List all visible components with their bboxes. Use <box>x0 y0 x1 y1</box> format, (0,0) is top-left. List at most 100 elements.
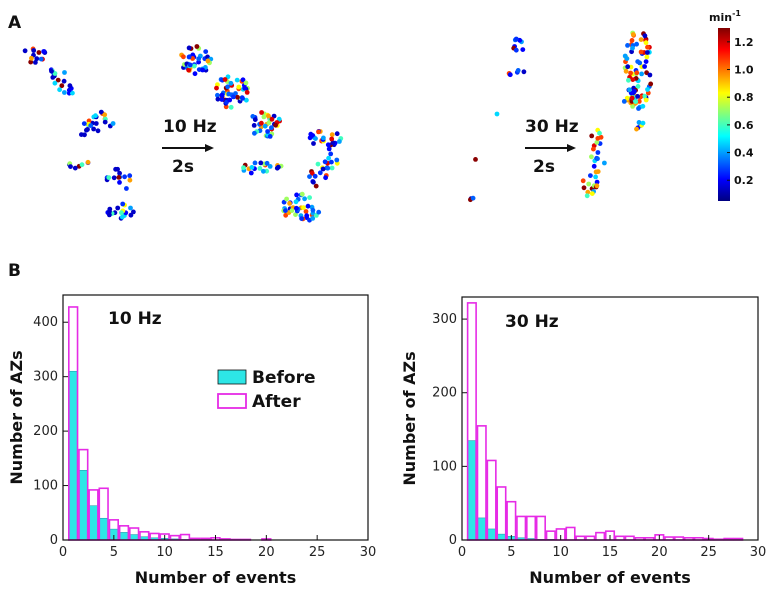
event-dot <box>622 53 628 59</box>
event-dot <box>228 104 234 110</box>
event-dot <box>321 135 326 141</box>
event-dot <box>66 87 72 93</box>
event-dot <box>33 60 38 65</box>
event-dot <box>264 160 270 166</box>
bar-before <box>477 517 487 541</box>
event-dot <box>627 87 632 93</box>
colorbar-tick-label: 0.6 <box>734 119 754 132</box>
event-dot <box>68 164 73 170</box>
event-dot <box>267 134 273 139</box>
event-dot <box>326 155 331 161</box>
event-dot <box>630 32 636 37</box>
event-dot <box>624 95 630 101</box>
event-dot <box>115 205 121 211</box>
event-dot <box>299 216 304 222</box>
event-dot <box>589 133 595 139</box>
event-dot <box>34 56 40 62</box>
event-dot <box>311 179 316 185</box>
bar-after <box>496 486 507 541</box>
event-dot <box>258 160 264 166</box>
event-dot <box>320 166 326 172</box>
event-dot <box>580 178 586 184</box>
event-dot <box>637 60 643 66</box>
legend-swatch-before <box>217 369 247 385</box>
event-dot <box>62 90 67 95</box>
event-dot <box>642 33 648 39</box>
event-dot <box>323 175 328 181</box>
event-dot <box>252 130 257 136</box>
event-dot <box>595 156 600 162</box>
event-dot <box>31 48 37 53</box>
event-dot <box>196 56 202 62</box>
event-dot <box>222 77 228 82</box>
event-dot <box>38 56 44 62</box>
bar-after <box>526 515 537 541</box>
event-dot <box>591 163 597 169</box>
event-dot <box>623 68 629 74</box>
bar-before <box>68 370 78 541</box>
event-dot <box>645 44 650 50</box>
event-dot <box>645 87 650 92</box>
event-dot <box>597 130 602 136</box>
event-dot <box>329 159 334 165</box>
x-tick-label: 25 <box>700 545 717 560</box>
colorbar-tick-label: 0.2 <box>734 174 754 187</box>
colorbar-ticks: 1.2 1.0 0.8 0.6 0.4 0.2 <box>727 36 754 187</box>
event-dot <box>330 140 336 146</box>
event-dot <box>128 212 134 218</box>
event-dot <box>515 68 521 73</box>
colorbar <box>718 28 730 201</box>
event-dot <box>589 154 594 160</box>
event-dot <box>269 116 275 122</box>
event-dot <box>329 132 335 138</box>
event-dot <box>589 191 595 197</box>
event-dot <box>642 93 647 99</box>
event-dot <box>128 205 133 211</box>
x-axis-label: Number of events <box>135 568 296 587</box>
event-dot <box>634 41 639 47</box>
event-dot <box>119 210 124 216</box>
event-dot <box>122 174 127 180</box>
event-dot <box>79 132 84 138</box>
x-tick-label: 0 <box>59 545 67 560</box>
event-dot <box>273 122 278 128</box>
colorbar-tick-label: 1.0 <box>734 64 754 77</box>
colorbar-tick-label: 1.2 <box>734 36 754 49</box>
stim1-freq: 10 Hz <box>163 117 217 137</box>
bar-after <box>516 515 527 541</box>
event-dot <box>120 201 126 207</box>
event-dot <box>629 95 635 101</box>
chart-title: 10 Hz <box>108 309 162 329</box>
event-dot <box>593 174 598 180</box>
event-dot <box>259 110 264 115</box>
event-dot <box>305 203 311 209</box>
stim1-duration: 2s <box>172 157 194 177</box>
event-dot <box>219 97 225 102</box>
colorbar-tick-label: 0.8 <box>734 91 754 104</box>
event-dot <box>70 90 75 96</box>
event-dot <box>283 212 289 218</box>
bar-after <box>486 459 497 541</box>
event-dot <box>215 92 220 98</box>
event-dot <box>634 70 640 76</box>
event-dot <box>59 83 65 89</box>
event-dot <box>507 72 513 78</box>
event-dot <box>219 92 225 98</box>
event-dot <box>95 128 101 134</box>
event-dot <box>643 97 649 103</box>
event-dot <box>116 175 122 180</box>
event-dot <box>635 94 640 99</box>
bar-before <box>119 532 129 541</box>
event-dot <box>81 121 87 126</box>
event-dot <box>631 88 637 94</box>
event-dot <box>595 136 601 141</box>
event-dot <box>591 146 596 152</box>
event-dot <box>244 90 250 95</box>
event-dot <box>50 75 56 80</box>
event-dot <box>647 72 653 78</box>
event-dot <box>630 77 636 82</box>
y-tick-label: 0 <box>50 533 58 548</box>
event-dot <box>311 141 316 146</box>
event-dot <box>325 142 331 148</box>
event-dot <box>628 70 633 76</box>
